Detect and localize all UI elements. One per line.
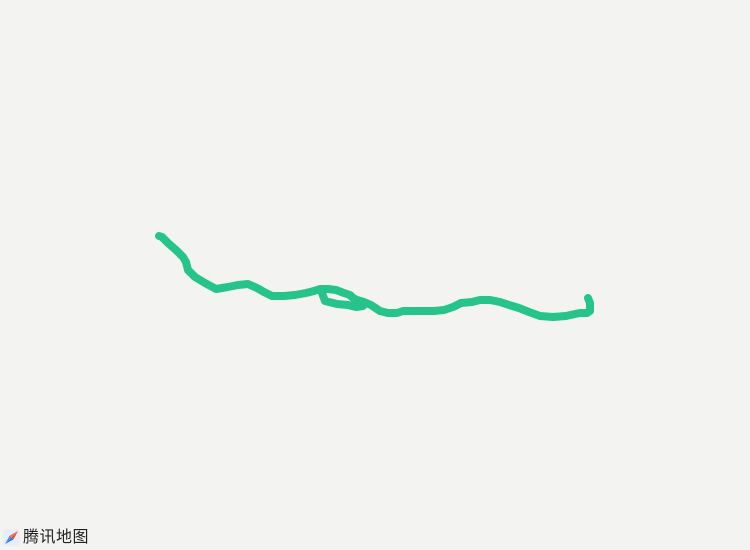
- provider-label: 腾讯地图: [23, 527, 90, 546]
- map-attribution: 腾讯地图: [3, 527, 89, 547]
- route-path: [155, 232, 594, 321]
- tencent-map-logo-icon: [3, 528, 20, 546]
